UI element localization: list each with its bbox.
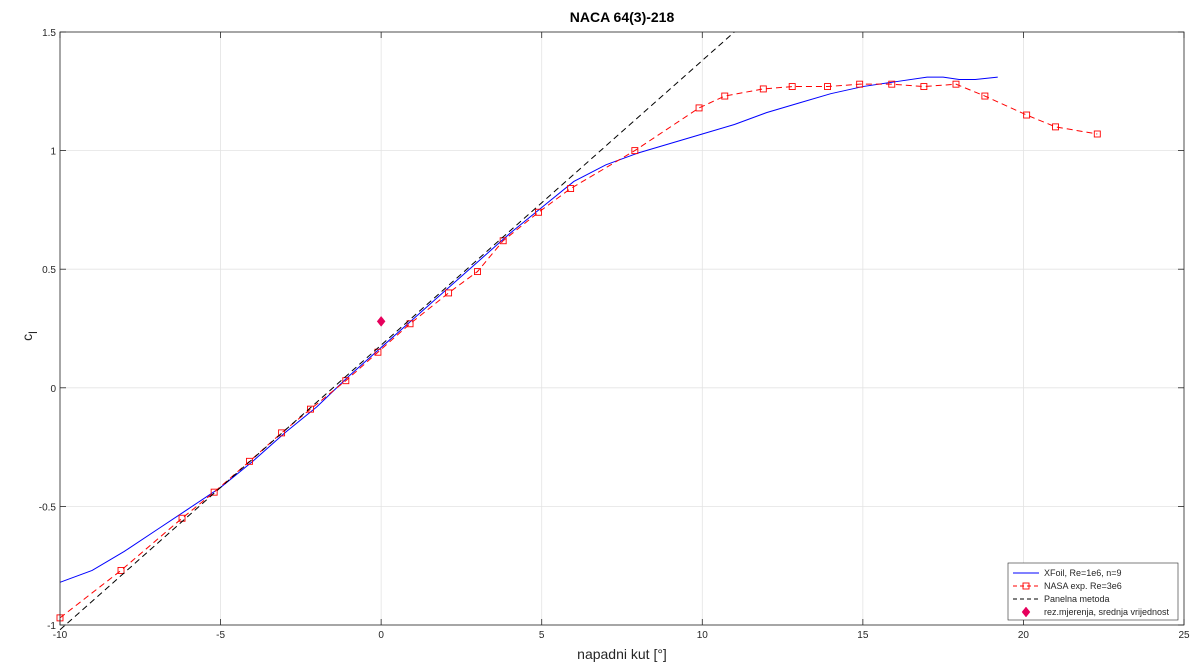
data-point-nasa-exp-re-3e6 [406,320,414,328]
x-axis-label: napadni kut [°] [577,646,667,662]
series-rez-mjerenja-srednja-vrijednost [376,315,386,327]
data-point-nasa-exp-re-3e6 [445,289,453,297]
data-point-nasa-exp-re-3e6 [952,80,960,88]
legend-label-rez-mjerenja-srednja-vrijednost: rez.mjerenja, srednja vrijednost [1044,607,1170,617]
series-panelna-metoda [59,31,735,631]
y-tick-label: -1 [47,621,56,632]
data-point-nasa-exp-re-3e6 [759,85,767,93]
data-point-nasa-exp-re-3e6 [856,80,864,88]
data-point-nasa-exp-re-3e6 [1023,111,1031,119]
data-point-nasa-exp-re-3e6 [567,185,575,193]
legend: XFoil, Re=1e6, n=9 NASA exp. Re=3e6 Paneln… [1007,562,1179,621]
data-point-nasa-exp-re-3e6 [1093,130,1101,138]
data-point-nasa-exp-re-3e6 [631,147,639,155]
data-point-nasa-exp-re-3e6 [824,83,831,91]
legend-marker-rez-mjerenja-srednja-vrijednost [1021,606,1031,618]
x-tick-label: 15 [857,630,869,641]
data-point-nasa-exp-re-3e6 [374,348,382,356]
y-axis-label-main: c [19,334,35,341]
x-tick-label: 0 [378,630,384,641]
y-axis-label: cl [19,331,40,341]
legend-marker-nasa-exp-re-3e6 [1022,582,1030,590]
data-point-nasa-exp-re-3e6 [117,566,125,574]
data-point-nasa-exp-re-3e6 [499,237,507,245]
x-tick-label: 10 [697,630,709,641]
y-tick-label: 1 [50,147,56,158]
legend-label-panelna-metoda: Panelna metoda [1044,594,1110,604]
x-tick-label: 5 [539,630,545,641]
y-axis-label-sub: l [26,331,40,334]
x-tick-label: -5 [216,630,225,641]
legend-label-nasa-exp-re-3e6: NASA exp. Re=3e6 [1044,581,1122,591]
data-point-nasa-exp-re-3e6 [246,457,253,465]
data-point-nasa-exp-re-3e6 [1052,123,1059,131]
y-tick-label: -0.5 [39,502,57,513]
data-point-nasa-exp-re-3e6 [721,92,729,100]
data-point-nasa-exp-re-3e6 [474,268,481,276]
x-tick-label: -10 [53,630,68,641]
data-point-nasa-exp-re-3e6 [278,429,286,437]
data-point-rez-mjerenja-srednja-vrijednost [376,315,386,327]
series-layer [56,31,1101,631]
data-point-nasa-exp-re-3e6 [535,208,542,216]
data-point-nasa-exp-re-3e6 [210,488,218,496]
ticks-layer: -10 -5 0 5 10 15 20 25 -1 -0.5 0 0.5 1 1.5 [39,28,1190,641]
data-point-nasa-exp-re-3e6 [307,405,314,413]
x-tick-label: 20 [1018,630,1030,641]
data-point-nasa-exp-re-3e6 [920,83,928,91]
data-point-nasa-exp-re-3e6 [981,92,989,100]
plot-background [60,32,1184,625]
y-tick-label: 0.5 [42,265,56,276]
y-tick-label: 1.5 [42,28,56,39]
data-point-nasa-exp-re-3e6 [888,80,896,88]
series-line-panelna-metoda [59,31,735,631]
plot-frame [59,31,1185,626]
legend-label-xfoil-re-1e6-n-9: XFoil, Re=1e6, n=9 [1044,568,1122,578]
data-point-nasa-exp-re-3e6 [788,83,796,91]
y-tick-label: 0 [50,384,56,395]
x-tick-label: 25 [1178,630,1190,641]
data-point-nasa-exp-re-3e6 [342,377,350,385]
data-point-nasa-exp-re-3e6 [695,104,703,112]
chart-title: NACA 64(3)-218 [570,9,675,25]
